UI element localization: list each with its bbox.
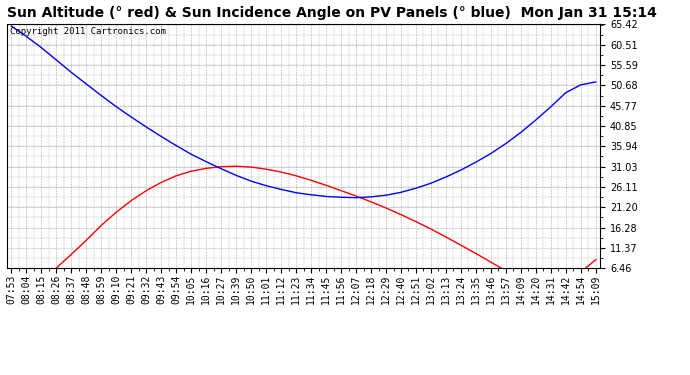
- Text: Sun Altitude (° red) & Sun Incidence Angle on PV Panels (° blue)  Mon Jan 31 15:: Sun Altitude (° red) & Sun Incidence Ang…: [7, 6, 657, 20]
- Text: Copyright 2011 Cartronics.com: Copyright 2011 Cartronics.com: [10, 27, 166, 36]
